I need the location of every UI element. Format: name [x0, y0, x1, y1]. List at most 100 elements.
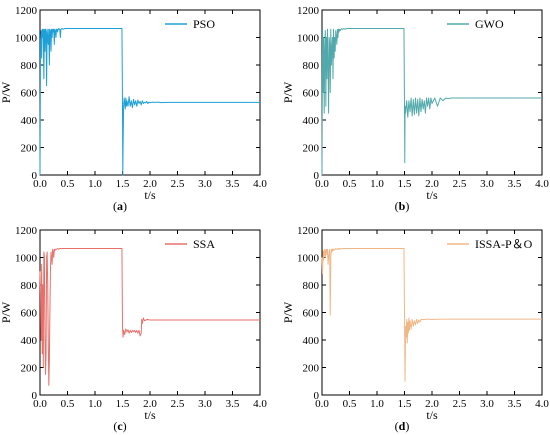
x-axis-label: t/s	[426, 188, 438, 202]
y-tick-label: 0	[32, 170, 38, 182]
x-tick-label: 0.5	[343, 178, 357, 190]
y-tick-label: 400	[21, 115, 38, 127]
panel-label-close: )	[405, 419, 409, 433]
panel-label: (b)	[395, 199, 410, 213]
y-tick-label: 200	[21, 143, 38, 155]
x-tick-label: 0.5	[61, 398, 75, 410]
x-tick-label: 4.0	[253, 178, 267, 190]
y-tick-label: 1200	[15, 225, 38, 237]
legend-label: ISSA-P＆O	[475, 237, 533, 251]
legend-label: SSA	[193, 237, 215, 251]
chart-panel: 0.0 0.5 1.0 1.5 2.0 2.5 3.0 3.5 4.0 0 200 400 600 800…	[281, 5, 549, 202]
x-tick-label: 3.5	[508, 398, 522, 410]
x-tick-label: 0.0	[315, 178, 329, 190]
x-tick-label: 0.0	[33, 398, 47, 410]
y-tick-label: 1200	[297, 225, 320, 237]
legend-label: GWO	[475, 17, 504, 31]
x-tick-label: 4.0	[253, 398, 267, 410]
panel-label-open: (	[113, 199, 117, 213]
x-tick-label: 1.5	[398, 398, 412, 410]
y-tick-label: 600	[21, 88, 38, 100]
y-tick-label: 0	[314, 390, 320, 402]
panel-letter: d	[399, 419, 406, 433]
x-tick-label: 0.0	[315, 398, 329, 410]
x-tick-label: 1.5	[398, 178, 412, 190]
x-axis-label: t/s	[144, 408, 156, 422]
y-axis-label: P/W	[0, 81, 13, 103]
x-tick-label: 2.0	[425, 398, 439, 410]
y-axis-label: P/W	[281, 301, 295, 323]
x-tick-label: 1.0	[88, 178, 102, 190]
series-line	[39, 248, 260, 386]
y-tick-label: 200	[303, 143, 320, 155]
panel-label-open: (	[395, 199, 399, 213]
y-tick-label: 800	[21, 280, 38, 292]
legend: PSO	[165, 17, 215, 31]
panel-label: (d)	[395, 419, 410, 433]
panel-label-close: )	[123, 199, 127, 213]
x-tick-label: 2.0	[425, 178, 439, 190]
y-tick-label: 1000	[15, 33, 38, 45]
y-tick-label: 200	[303, 363, 320, 375]
y-tick-label: 600	[303, 308, 320, 320]
x-tick-label: 1.0	[88, 398, 102, 410]
series-line	[321, 28, 542, 176]
panel-label-close: )	[123, 419, 127, 433]
x-tick-label: 2.5	[453, 398, 467, 410]
x-tick-label: 4.0	[535, 398, 549, 410]
panel-label-close: )	[405, 199, 409, 213]
x-tick-label: 1.5	[116, 398, 130, 410]
y-tick-label: 800	[303, 280, 320, 292]
x-tick-label: 2.0	[143, 178, 157, 190]
legend-label: PSO	[193, 17, 215, 31]
y-tick-label: 800	[303, 60, 320, 72]
y-tick-label: 400	[303, 335, 320, 347]
chart-panel: 0.0 0.5 1.0 1.5 2.0 2.5 3.0 3.5 4.0 0 200 400 600 800…	[0, 225, 267, 422]
x-tick-label: 3.0	[198, 178, 212, 190]
panel-label: (a)	[113, 199, 127, 213]
y-tick-label: 400	[303, 115, 320, 127]
y-axis-label: P/W	[0, 301, 13, 323]
legend: GWO	[447, 17, 504, 31]
y-tick-label: 800	[21, 60, 38, 72]
y-tick-label: 400	[21, 335, 38, 347]
y-tick-label: 1000	[297, 253, 320, 265]
x-tick-label: 3.5	[508, 178, 522, 190]
panel-label-open: (	[113, 419, 117, 433]
plot-frame	[321, 9, 543, 176]
x-tick-label: 3.5	[226, 398, 240, 410]
y-tick-label: 1000	[297, 33, 320, 45]
plot-frame	[321, 229, 543, 396]
chart-panel: 0.0 0.5 1.0 1.5 2.0 2.5 3.0 3.5 4.0 0 200 400 600 800…	[0, 5, 267, 202]
legend: ISSA-P＆O	[447, 237, 533, 251]
panel-label: (c)	[113, 419, 126, 433]
y-tick-label: 200	[21, 363, 38, 375]
x-tick-label: 1.5	[116, 178, 130, 190]
y-axis-label: P/W	[281, 81, 295, 103]
legend: SSA	[165, 237, 215, 251]
x-tick-label: 2.5	[171, 398, 185, 410]
series-line	[39, 28, 260, 176]
y-tick-label: 600	[21, 308, 38, 320]
x-tick-label: 2.0	[143, 398, 157, 410]
y-tick-label: 0	[32, 390, 38, 402]
x-tick-label: 0.0	[33, 178, 47, 190]
x-tick-label: 0.5	[343, 398, 357, 410]
series-line	[321, 248, 542, 382]
panel-letter: b	[399, 199, 406, 213]
x-tick-label: 4.0	[535, 178, 549, 190]
x-tick-label: 3.0	[198, 398, 212, 410]
x-tick-label: 3.5	[226, 178, 240, 190]
panel-label-open: (	[395, 419, 399, 433]
x-tick-label: 3.0	[480, 178, 494, 190]
plot-frame	[39, 9, 261, 176]
x-tick-label: 2.5	[453, 178, 467, 190]
panel-letter: c	[117, 419, 123, 433]
chart-panel: 0.0 0.5 1.0 1.5 2.0 2.5 3.0 3.5 4.0 0 200 400 600 800…	[281, 225, 549, 422]
y-tick-label: 1000	[15, 253, 38, 265]
plot-frame	[39, 229, 261, 396]
x-axis-label: t/s	[426, 408, 438, 422]
x-tick-label: 3.0	[480, 398, 494, 410]
x-tick-label: 1.0	[370, 398, 384, 410]
